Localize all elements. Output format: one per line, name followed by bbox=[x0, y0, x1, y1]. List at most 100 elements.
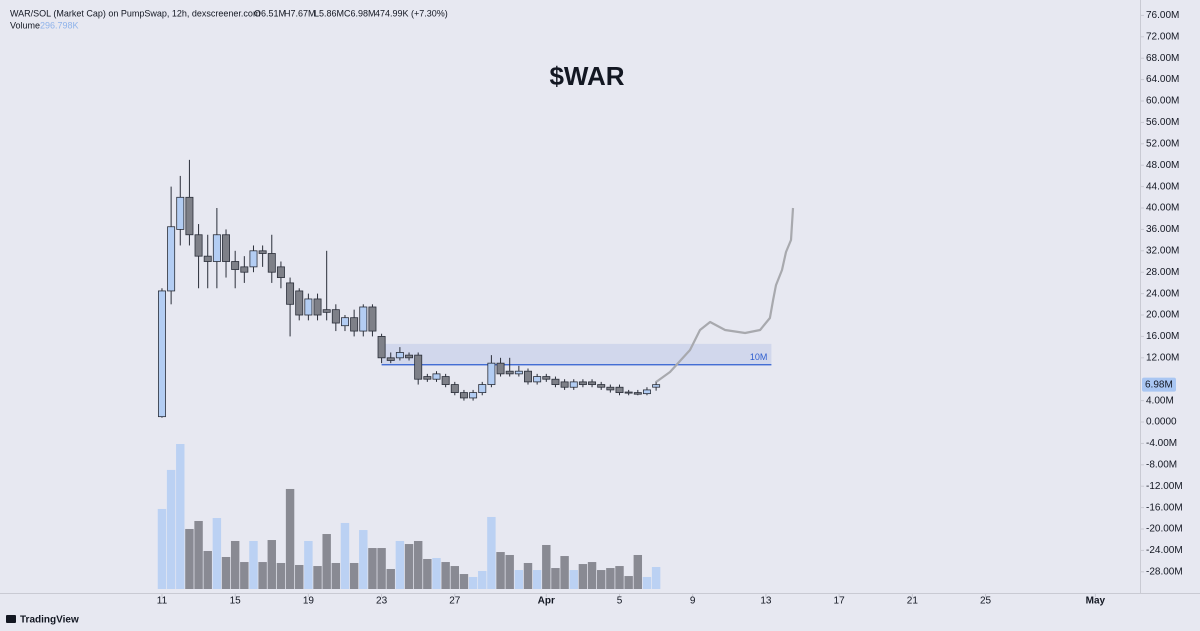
y-tick-label: -20.00M bbox=[1146, 524, 1183, 535]
volume-bar bbox=[596, 570, 606, 589]
header: WAR/SOL (Market Cap) on PumpSwap, 12h, d… bbox=[10, 8, 448, 30]
candle-body bbox=[414, 354, 423, 380]
candle-body bbox=[386, 357, 395, 361]
volume-bar bbox=[468, 576, 478, 589]
volume-bar bbox=[258, 562, 267, 589]
x-tick-label: Apr bbox=[538, 596, 555, 607]
x-tick-label: 25 bbox=[980, 596, 992, 607]
candle-body bbox=[542, 376, 551, 380]
volume-bar bbox=[404, 544, 414, 589]
candle-body bbox=[441, 376, 450, 385]
candle-body bbox=[231, 261, 240, 270]
volume-bar bbox=[514, 570, 524, 589]
candle-body bbox=[185, 196, 194, 236]
volume-bar bbox=[176, 444, 185, 589]
candle-body bbox=[167, 226, 176, 292]
footer-brand: TradingView bbox=[20, 615, 79, 626]
zone bbox=[381, 343, 772, 365]
volume-bar bbox=[377, 548, 386, 589]
candle-body bbox=[423, 376, 432, 380]
y-tick-label: 72.00M bbox=[1146, 31, 1179, 42]
volume-bar bbox=[423, 558, 432, 589]
x-tick-label: May bbox=[1086, 596, 1106, 607]
x-tick-label: 11 bbox=[157, 596, 168, 607]
volume-bar bbox=[331, 562, 341, 589]
volume-bar bbox=[578, 564, 588, 589]
candle-body bbox=[633, 392, 642, 395]
y-tick-label: 56.00M bbox=[1146, 117, 1179, 128]
y-tick-label: -12.00M bbox=[1146, 481, 1183, 492]
volume-bar bbox=[340, 522, 350, 589]
y-tick-label: 76.00M bbox=[1146, 10, 1179, 21]
ohlc-open: O6.51M bbox=[254, 8, 286, 18]
volume-bar bbox=[304, 540, 313, 589]
y-tick-label: 36.00M bbox=[1146, 224, 1179, 235]
chart-title: $WAR bbox=[549, 61, 624, 91]
volume-bar bbox=[478, 570, 487, 589]
candle-body bbox=[642, 389, 651, 395]
candle-body bbox=[313, 298, 322, 316]
volume-bar bbox=[651, 567, 661, 589]
ohlc-low: L5.86M bbox=[314, 8, 344, 18]
last-price-label: 6.98M bbox=[1145, 379, 1173, 390]
y-tick-label: 60.00M bbox=[1146, 96, 1179, 107]
volume-bar bbox=[276, 562, 286, 589]
y-tick-label: 32.00M bbox=[1146, 245, 1179, 256]
volume-name: Volume bbox=[10, 20, 40, 30]
ohlc-close: C6.98M bbox=[344, 8, 376, 18]
candle-body bbox=[377, 336, 386, 359]
y-tick-label: -4.00M bbox=[1146, 438, 1177, 449]
volume-bar bbox=[194, 520, 203, 589]
candle-body bbox=[450, 384, 459, 393]
volume-bar bbox=[166, 469, 176, 589]
candle-body bbox=[459, 392, 468, 399]
y-tick-label: 24.00M bbox=[1146, 288, 1179, 299]
x-tick-label: 17 bbox=[834, 596, 846, 607]
candle-body bbox=[176, 196, 185, 230]
volume-bar bbox=[569, 570, 578, 589]
candle-body bbox=[276, 266, 285, 278]
candle-body bbox=[505, 370, 514, 375]
volume-bar bbox=[322, 534, 331, 589]
candle-body bbox=[588, 381, 597, 385]
last-price-tag bbox=[1142, 377, 1176, 392]
volume-bar bbox=[203, 550, 212, 589]
projection-line bbox=[655, 207, 795, 383]
volume-bar bbox=[642, 576, 652, 589]
candle-body bbox=[368, 306, 377, 332]
candle-body bbox=[286, 282, 295, 305]
candle-body bbox=[478, 384, 487, 393]
candle-body bbox=[624, 391, 633, 394]
x-tick-label: 21 bbox=[907, 596, 919, 607]
y-tick-label: 20.00M bbox=[1146, 310, 1179, 321]
candle-body bbox=[569, 381, 578, 388]
change: 474.99K (+7.30%) bbox=[375, 8, 448, 18]
candle-body bbox=[240, 266, 249, 273]
footer: TradingView bbox=[6, 615, 79, 626]
y-tick-label: 40.00M bbox=[1146, 203, 1179, 214]
x-tick-label: 13 bbox=[760, 596, 772, 607]
x-tick-label: 19 bbox=[303, 596, 315, 607]
candle-body bbox=[615, 386, 624, 393]
candle-body bbox=[222, 234, 230, 262]
y-tick-label: 12.00M bbox=[1146, 352, 1179, 363]
x-tick-label: 9 bbox=[690, 596, 696, 607]
y-tick-label: 52.00M bbox=[1146, 138, 1179, 149]
candle-body bbox=[258, 250, 267, 254]
volume-bar bbox=[313, 566, 322, 589]
volume-bar bbox=[624, 576, 633, 589]
volume-bar bbox=[395, 540, 405, 589]
volume-bar bbox=[386, 568, 395, 589]
candle-body bbox=[524, 370, 532, 383]
volume-bar bbox=[212, 518, 222, 589]
y-tick-label: 64.00M bbox=[1146, 74, 1179, 85]
candle-body bbox=[203, 255, 212, 262]
y-tick-label: 48.00M bbox=[1146, 160, 1179, 171]
volume-bar bbox=[413, 540, 423, 589]
volume-bar bbox=[615, 566, 624, 589]
y-tick-label: 16.00M bbox=[1146, 331, 1179, 342]
volume-bar bbox=[487, 516, 496, 589]
x-tick-label: 23 bbox=[376, 596, 388, 607]
